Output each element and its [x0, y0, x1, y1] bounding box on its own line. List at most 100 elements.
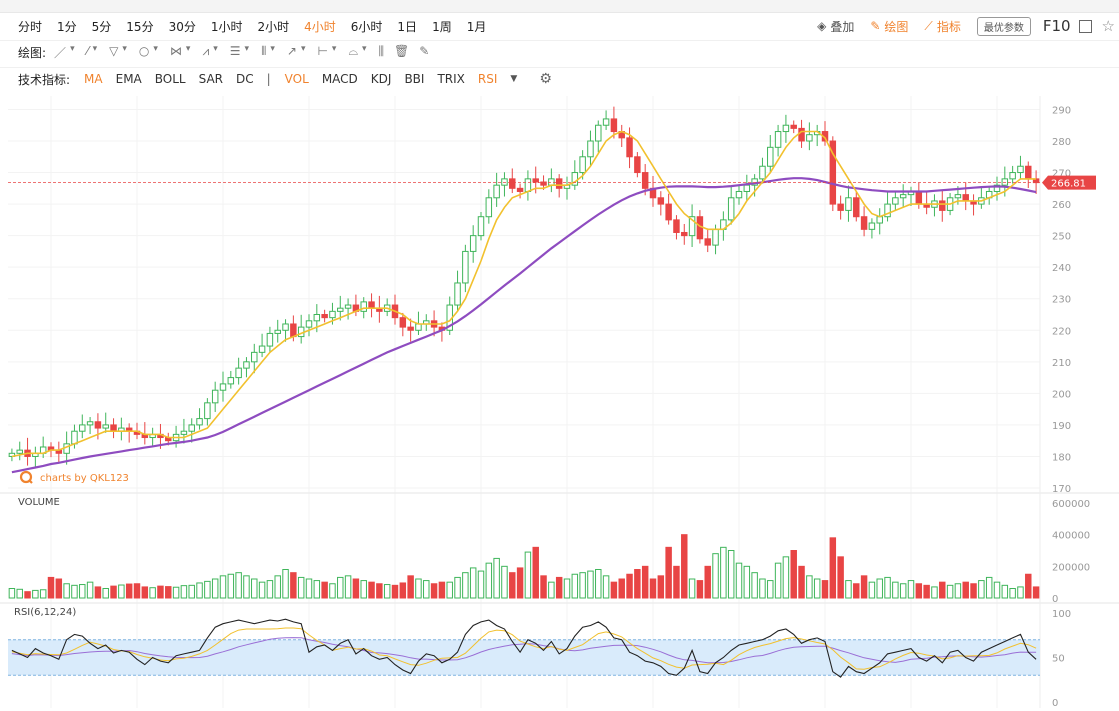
- tab-timeframe-3[interactable]: 15分: [126, 19, 154, 34]
- volume-bar: [931, 586, 938, 599]
- fullscreen-icon[interactable]: [1078, 19, 1092, 33]
- tab-timeframe-2[interactable]: 5分: [91, 19, 112, 34]
- volume-bar: [759, 578, 766, 599]
- browser-tab-strip: [0, 0, 1119, 13]
- volume-tick: 0: [1052, 594, 1058, 605]
- candle-body: [798, 127, 805, 142]
- draw-tool-11-icon[interactable]: ▾: [213, 43, 218, 54]
- volume-bar: [415, 578, 422, 599]
- watermark: charts by QKL123: [40, 473, 129, 484]
- draw-tool-18-icon[interactable]: ⊢: [317, 43, 328, 58]
- draw-tool-5-icon[interactable]: ▾: [122, 43, 127, 54]
- candle-body: [219, 383, 227, 391]
- volume-bar: [274, 575, 281, 599]
- indicator-ma[interactable]: MA: [84, 72, 103, 86]
- draw-tool-0-icon[interactable]: ／: [54, 45, 67, 60]
- draw-tool-19-icon[interactable]: ▾: [331, 43, 337, 54]
- draw-tool-22-icon[interactable]: ⫼: [378, 43, 385, 58]
- tab-timeframe-0[interactable]: 分时: [18, 19, 43, 34]
- draw-tool-17-icon[interactable]: ▾: [300, 43, 306, 54]
- volume-bar: [860, 575, 868, 599]
- candle-body: [555, 178, 563, 189]
- tab-timeframe-9[interactable]: 1日: [397, 19, 418, 34]
- volume-bar: [681, 534, 688, 599]
- draw-tool-21-icon[interactable]: ▾: [361, 43, 367, 54]
- indicator-boll[interactable]: BOLL: [154, 72, 186, 86]
- draw-tool-15-icon[interactable]: ▾: [270, 43, 275, 54]
- volume-bar: [344, 575, 352, 599]
- draw-tool-8-icon[interactable]: ⋈: [169, 43, 182, 58]
- draw-button[interactable]: ✎ 绘图: [870, 19, 909, 34]
- draw-tool-3-icon[interactable]: ▾: [92, 43, 98, 54]
- candle-body: [790, 124, 797, 129]
- tab-timeframe-5[interactable]: 1小时: [210, 19, 243, 34]
- indicator-dc[interactable]: DC: [236, 72, 254, 86]
- volume-bar: [407, 575, 414, 599]
- draw-tool-20-icon[interactable]: ⌓: [348, 43, 358, 58]
- candle-body: [313, 314, 321, 322]
- volume-bar: [376, 583, 383, 599]
- volume-bar: [532, 546, 539, 599]
- volume-bar: [157, 585, 164, 599]
- draw-tool-10-icon[interactable]: ⩘: [202, 43, 210, 58]
- indicator-kdj[interactable]: KDJ: [370, 72, 392, 86]
- best-params-button[interactable]: 最优参数: [976, 16, 1031, 36]
- indicator-ema[interactable]: EMA: [115, 72, 142, 86]
- volume-bar: [915, 583, 923, 599]
- volume-bar: [360, 580, 367, 599]
- candle-body: [641, 172, 649, 189]
- tab-timeframe-7[interactable]: 4小时: [304, 19, 336, 34]
- volume-bar: [634, 569, 641, 599]
- price-tick: 230: [1052, 295, 1071, 306]
- draw-tool-9-icon[interactable]: ▾: [185, 43, 191, 54]
- price-tick: 200: [1052, 389, 1071, 400]
- tab-timeframe-1[interactable]: 1分: [57, 19, 77, 34]
- volume-bar: [133, 583, 141, 599]
- f10-button[interactable]: F10: [1042, 17, 1071, 35]
- candle-body: [602, 118, 610, 126]
- candle-body: [360, 301, 367, 312]
- volume-bar: [438, 581, 446, 599]
- indicator-macd[interactable]: MACD: [321, 72, 358, 86]
- ma-long-line: [11, 177, 1037, 474]
- overlay-button[interactable]: ◈ 叠加: [817, 19, 855, 34]
- candle-body: [501, 178, 508, 186]
- draw-tool-4-icon[interactable]: ▽: [109, 43, 119, 58]
- tab-timeframe-8[interactable]: 6小时: [350, 19, 383, 34]
- volume-bar: [188, 584, 195, 599]
- volume-bar: [94, 586, 102, 599]
- volume-bar: [845, 580, 852, 599]
- volume-bar: [321, 581, 328, 599]
- draw-tool-7-icon[interactable]: ▾: [153, 43, 158, 54]
- indicator-button[interactable]: ⟋ 指标: [924, 18, 961, 34]
- draw-tool-16-icon[interactable]: ↗: [286, 43, 297, 58]
- sub-indicators: VOL MACD KDJ BBI TRIX RSI: [285, 72, 511, 86]
- candle-body: [743, 184, 751, 192]
- candle-body: [860, 216, 868, 230]
- indicator-rsi[interactable]: RSI: [477, 72, 498, 86]
- candle-body: [79, 424, 86, 432]
- gear-icon[interactable]: ⚙: [539, 71, 552, 87]
- draw-tool-12-icon[interactable]: ☰: [229, 43, 241, 58]
- indicator-trix[interactable]: TRIX: [437, 72, 465, 86]
- draw-tool-6-icon[interactable]: ○: [138, 43, 150, 58]
- tab-timeframe-10[interactable]: 1周: [432, 19, 452, 34]
- indicator-bbi[interactable]: BBI: [404, 72, 425, 86]
- star-icon[interactable]: ☆: [1101, 17, 1115, 35]
- chevron-down-icon[interactable]: ▼: [510, 74, 518, 84]
- draw-tool-1-icon[interactable]: ▾: [70, 43, 75, 54]
- tab-timeframe-11[interactable]: 1月: [466, 19, 487, 34]
- draw-tool-14-icon[interactable]: ⦀: [261, 43, 267, 58]
- candle-body: [251, 351, 258, 363]
- draw-tool-2-icon[interactable]: ⁄: [86, 43, 89, 58]
- indicator-vol[interactable]: VOL: [284, 72, 309, 86]
- rsi-tick: 0: [1052, 698, 1058, 709]
- tab-timeframe-6[interactable]: 2小时: [257, 19, 290, 34]
- draw-tool-24-icon[interactable]: ✎: [419, 43, 430, 58]
- indicator-sar[interactable]: SAR: [198, 72, 223, 86]
- volume-bar: [853, 583, 860, 599]
- tab-timeframe-4[interactable]: 30分: [168, 19, 196, 34]
- draw-tool-23-icon[interactable]: 🗑: [394, 43, 410, 58]
- draw-tool-13-icon[interactable]: ▾: [244, 43, 250, 54]
